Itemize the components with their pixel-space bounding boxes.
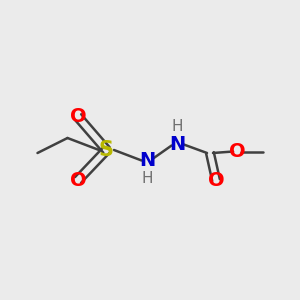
Text: S: S — [99, 140, 114, 160]
Text: O: O — [70, 107, 86, 127]
Text: H: H — [141, 171, 153, 186]
Text: N: N — [139, 151, 155, 170]
Text: H: H — [171, 119, 183, 134]
Text: O: O — [208, 170, 224, 190]
Text: O: O — [70, 170, 86, 190]
Text: O: O — [229, 142, 245, 161]
Text: N: N — [169, 134, 185, 154]
